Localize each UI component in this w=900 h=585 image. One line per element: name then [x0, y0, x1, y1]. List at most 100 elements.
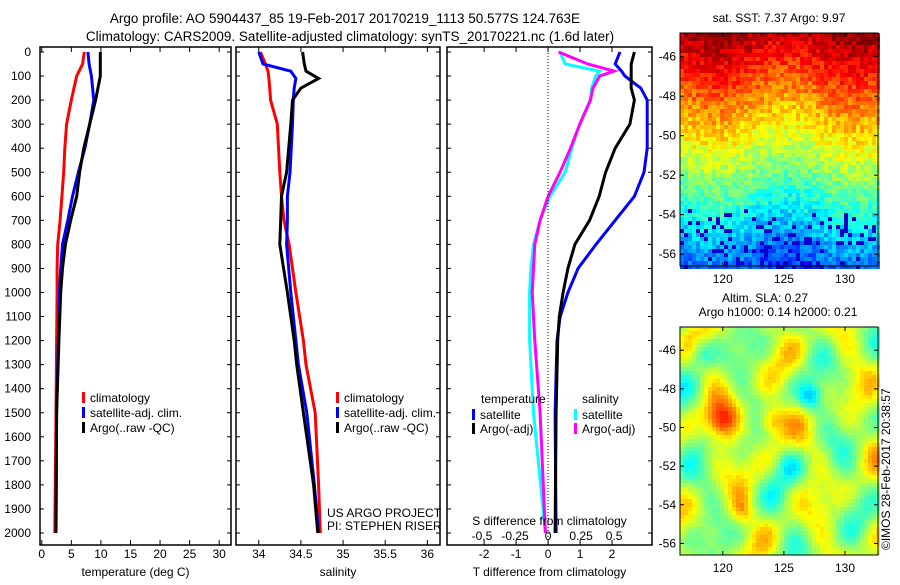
map-cell [712, 193, 716, 197]
map-cell [736, 49, 740, 53]
map-cell [860, 387, 864, 391]
map-cell [728, 407, 732, 411]
map-cell [720, 89, 724, 93]
map-cell [688, 403, 692, 407]
map-cell [680, 359, 684, 363]
map-cell [784, 391, 788, 395]
map-cell [756, 113, 760, 117]
map-cell [760, 53, 764, 57]
map-cell [764, 161, 768, 165]
map-cell [724, 89, 728, 93]
map-cell [728, 253, 732, 257]
map-cell [812, 77, 816, 81]
map-cell [864, 185, 868, 189]
map-cell [836, 53, 840, 57]
map-cell [680, 77, 684, 81]
map-cell [700, 53, 704, 57]
map-cell [780, 85, 784, 89]
map-cell [704, 85, 708, 89]
map-cell [700, 33, 704, 37]
map-cell [812, 359, 816, 363]
map-cell [852, 149, 856, 153]
map-cell [768, 165, 772, 169]
x-tick-label: 5 [68, 547, 75, 561]
map-cell [832, 221, 836, 225]
map-cell [760, 367, 764, 371]
map-cell [684, 217, 688, 221]
map-cell [780, 371, 784, 375]
map-cell [840, 61, 844, 65]
map-cell [752, 105, 756, 109]
map-cell [828, 217, 832, 221]
map-cell [816, 375, 820, 379]
map-cell [788, 391, 792, 395]
map-cell [740, 225, 744, 229]
map-cell [836, 431, 840, 435]
map-cell [684, 439, 688, 443]
map-cell [848, 85, 852, 89]
map-cell [684, 379, 688, 383]
map-cell [780, 109, 784, 113]
map-cell [804, 101, 808, 105]
map-cell [860, 193, 864, 197]
map-cell [804, 411, 808, 415]
map-cell [744, 193, 748, 197]
map-cell [760, 403, 764, 407]
map-cell [764, 249, 768, 253]
map-cell [688, 65, 692, 69]
map-cell [712, 395, 716, 399]
map-cell [724, 165, 728, 169]
map-cell [828, 411, 832, 415]
map-cell [740, 411, 744, 415]
map-cell [860, 455, 864, 459]
map-cell [820, 121, 824, 125]
map-cell [852, 69, 856, 73]
map-cell [752, 335, 756, 339]
map-cell [736, 327, 740, 331]
map-cell [728, 69, 732, 73]
map-cell [844, 257, 848, 261]
map-cell [684, 467, 688, 471]
map-cell [760, 455, 764, 459]
map-cell [776, 399, 780, 403]
map-cell [824, 149, 828, 153]
map-cell [824, 181, 828, 185]
map-cell [732, 133, 736, 137]
map-cell [844, 335, 848, 339]
map-cell [788, 221, 792, 225]
map-cell [764, 419, 768, 423]
map-cell [764, 229, 768, 233]
map-cell [836, 61, 840, 65]
map-cell [696, 443, 700, 447]
map-cell [764, 37, 768, 41]
map-cell [708, 367, 712, 371]
map-cell [752, 375, 756, 379]
map-cell [752, 209, 756, 213]
map-cell [840, 49, 844, 53]
map-cell [820, 395, 824, 399]
map-cell [684, 161, 688, 165]
map-cell [724, 383, 728, 387]
map-cell [856, 37, 860, 41]
map-cell [784, 249, 788, 253]
map-cell [736, 451, 740, 455]
map-cell [808, 97, 812, 101]
map-cell [772, 129, 776, 133]
map-cell [804, 229, 808, 233]
map-cell [796, 459, 800, 463]
map-cell [780, 233, 784, 237]
map-cell [688, 93, 692, 97]
map-cell [732, 125, 736, 129]
map-cell [808, 73, 812, 77]
map-cell [748, 73, 752, 77]
map-cell [748, 229, 752, 233]
map-cell [816, 117, 820, 121]
map-cell [696, 65, 700, 69]
map-cell [712, 439, 716, 443]
map-cell [780, 463, 784, 467]
map-cell [784, 455, 788, 459]
map-cell [768, 463, 772, 467]
map-cell [704, 379, 708, 383]
map-cell [820, 237, 824, 241]
map-cell [844, 387, 848, 391]
